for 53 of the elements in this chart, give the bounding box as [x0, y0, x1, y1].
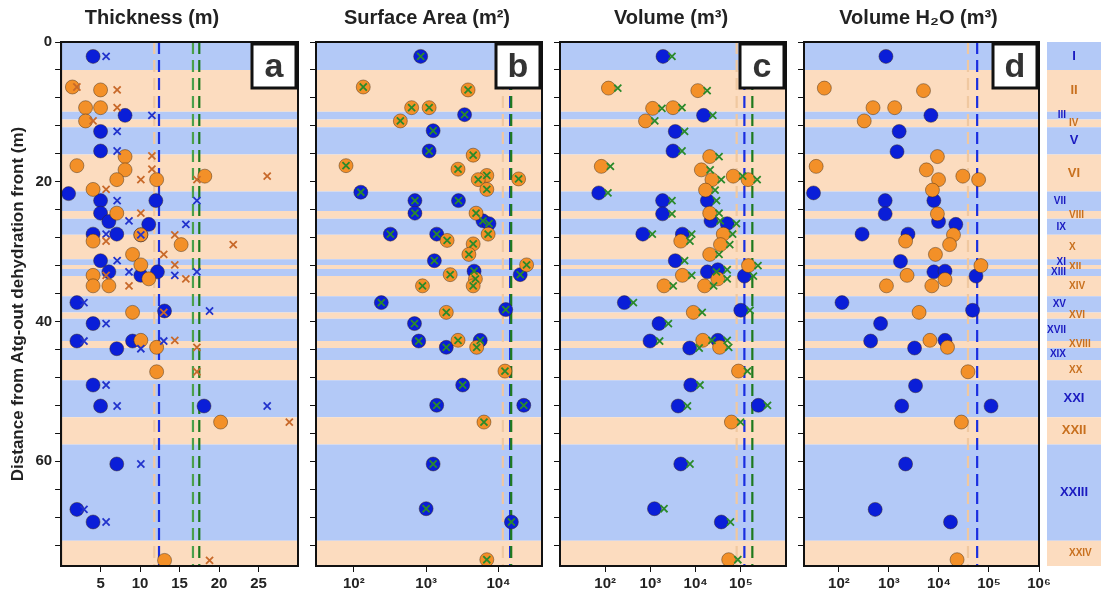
- x-tick-label: 10⁴: [926, 574, 952, 592]
- y-axis-title: Distance from Atg-out dehydration front (m): [7, 126, 27, 482]
- band-label: VII: [1053, 195, 1067, 207]
- x-tick-label: 10⁵: [728, 574, 753, 592]
- y-tick-label: 40: [35, 311, 53, 329]
- y-tick-label: 0: [43, 32, 53, 50]
- annotation: c: [752, 46, 772, 85]
- band-label: XIX: [1049, 347, 1067, 359]
- x-tick-label: 10⁵: [977, 574, 1001, 592]
- y-tick-label: 60: [35, 451, 53, 469]
- x-tick-label: 10³: [878, 574, 900, 592]
- band-label: XIII: [1050, 266, 1067, 278]
- x-tick-label: 25: [250, 574, 267, 592]
- band-label: X: [1069, 240, 1076, 252]
- band-label: XV: [1052, 298, 1067, 310]
- band-label: XVI: [1069, 309, 1086, 321]
- x-tick-label: 10²: [594, 574, 617, 592]
- x-tick-label: 10³: [415, 574, 437, 592]
- band-label: I: [1072, 47, 1076, 63]
- band-label: XXIV: [1069, 547, 1093, 559]
- annotation: d: [1004, 46, 1026, 85]
- x-tick-label: 10: [131, 574, 149, 592]
- x-tick-label: 10⁴: [683, 574, 708, 592]
- chart-title: Volume (m³): [613, 5, 729, 28]
- chart-title: Volume H₂O (m³): [839, 5, 998, 28]
- x-tick-label: 20: [210, 574, 228, 592]
- band-label: XXIII: [1059, 484, 1089, 500]
- band-label: VI: [1067, 164, 1081, 180]
- band-label: XXII: [1061, 422, 1087, 438]
- band-label: XVIII: [1069, 338, 1091, 350]
- annotation: b: [507, 46, 529, 85]
- band-label: XI: [1056, 255, 1067, 267]
- x-tick-label: 10³: [639, 574, 662, 592]
- chart-title: Surface Area (m²): [344, 5, 510, 28]
- band-label: XIV: [1069, 279, 1086, 291]
- band-label: IV: [1069, 117, 1079, 129]
- annotation: a: [264, 46, 285, 85]
- x-tick-label: 10²: [342, 574, 365, 592]
- x-tick-label: 10²: [828, 574, 850, 592]
- x-tick-label: 15: [171, 574, 188, 592]
- band-label: IX: [1056, 220, 1067, 232]
- band-label: V: [1069, 132, 1079, 148]
- band-label: XXI: [1063, 390, 1085, 406]
- chart-title: Thickness (m): [84, 5, 220, 28]
- x-tick-label: 10⁶: [1027, 574, 1051, 592]
- band-label: XVII: [1047, 323, 1067, 335]
- band-label: VIII: [1069, 208, 1085, 220]
- band-label: II: [1070, 82, 1078, 98]
- x-tick-label: 10⁴: [486, 574, 511, 592]
- band-label: III: [1057, 109, 1067, 121]
- band-label: XX: [1069, 363, 1083, 375]
- y-tick-label: 20: [35, 171, 53, 189]
- x-tick-label: 5: [96, 574, 105, 592]
